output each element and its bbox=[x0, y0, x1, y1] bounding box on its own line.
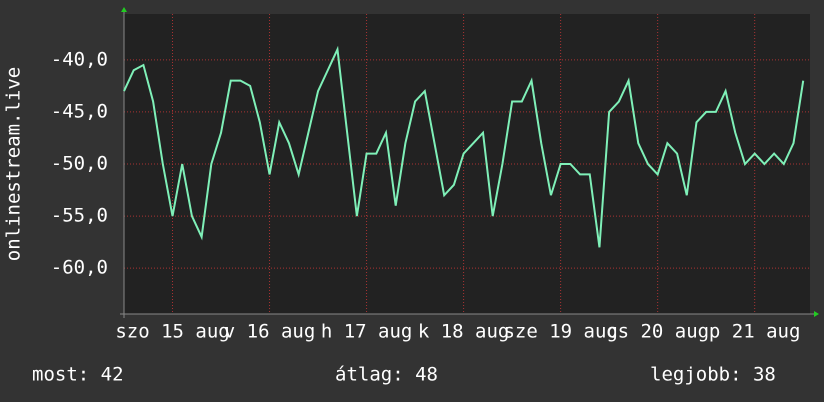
y-tick-label: -55,0 bbox=[51, 205, 108, 227]
y-tick-label: -50,0 bbox=[51, 153, 108, 175]
series-line bbox=[123, 45, 805, 248]
y-tick-label: -45,0 bbox=[51, 100, 108, 122]
y-tick-label: -60,0 bbox=[51, 257, 108, 279]
x-tick-label: k 18 aug bbox=[418, 321, 510, 343]
axis-arrow bbox=[121, 7, 127, 12]
x-tick-label: p 21 aug bbox=[709, 321, 801, 343]
y-axis-label: onlinestream.live bbox=[3, 67, 25, 261]
x-tick-label: cs 20 aug bbox=[606, 321, 709, 343]
footer-stat: most: 42 bbox=[32, 364, 124, 386]
y-tick-label: -40,0 bbox=[51, 48, 108, 70]
footer-stat: átlag: 48 bbox=[335, 364, 438, 386]
axis-arrow bbox=[814, 311, 819, 317]
x-tick-label: h 17 aug bbox=[321, 321, 413, 343]
footer-stat: legjobb: 38 bbox=[650, 364, 776, 386]
x-tick-label: v 16 aug bbox=[224, 321, 316, 343]
x-tick-label: szo 15 aug bbox=[115, 321, 229, 343]
x-tick-label: sze 19 aug bbox=[503, 321, 617, 343]
